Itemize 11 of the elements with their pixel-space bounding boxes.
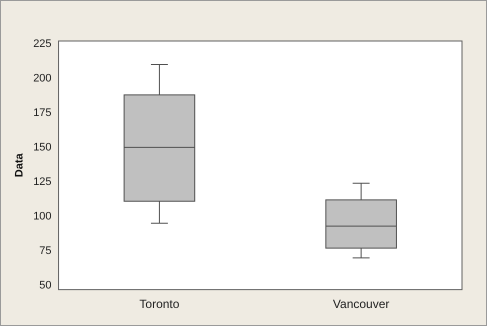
y-tick-label: 50	[39, 279, 52, 292]
x-tick-label: Toronto	[139, 297, 180, 312]
y-tick-label: 200	[33, 72, 52, 84]
y-tick-label: 75	[39, 244, 52, 257]
y-axis-title: Data	[14, 152, 26, 178]
y-tick-label: 175	[33, 106, 52, 119]
y-tick-label: 225	[33, 38, 52, 50]
x-tick-label: Vancouver	[332, 297, 390, 312]
y-tick-label: 100	[33, 210, 52, 222]
y-tick-label: 125	[33, 176, 52, 188]
y-tick-label: 150	[33, 141, 52, 154]
